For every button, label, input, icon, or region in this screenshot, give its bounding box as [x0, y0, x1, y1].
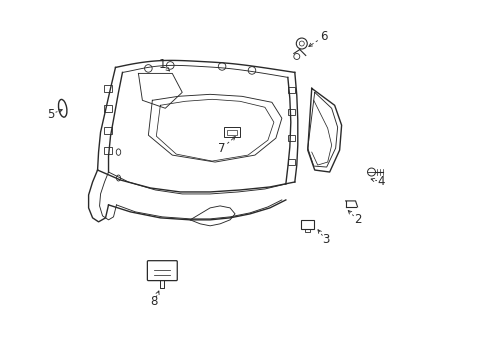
Text: 5: 5: [47, 108, 54, 121]
Bar: [224, 127, 240, 137]
Text: 3: 3: [321, 233, 329, 246]
Bar: [301, 220, 314, 229]
Bar: [226, 130, 237, 135]
Bar: [287, 135, 294, 141]
Text: 4: 4: [377, 175, 385, 189]
Text: 2: 2: [353, 213, 361, 226]
Bar: [287, 109, 294, 115]
Bar: [287, 87, 294, 93]
Text: 8: 8: [150, 295, 158, 308]
Bar: [103, 147, 111, 154]
Bar: [103, 105, 111, 112]
Text: 7: 7: [218, 141, 225, 155]
Bar: [103, 127, 111, 134]
Text: 6: 6: [319, 30, 327, 43]
Bar: [103, 85, 111, 92]
Bar: [287, 159, 294, 165]
Bar: [305, 229, 309, 232]
FancyBboxPatch shape: [147, 261, 177, 280]
Text: 1: 1: [158, 58, 166, 71]
